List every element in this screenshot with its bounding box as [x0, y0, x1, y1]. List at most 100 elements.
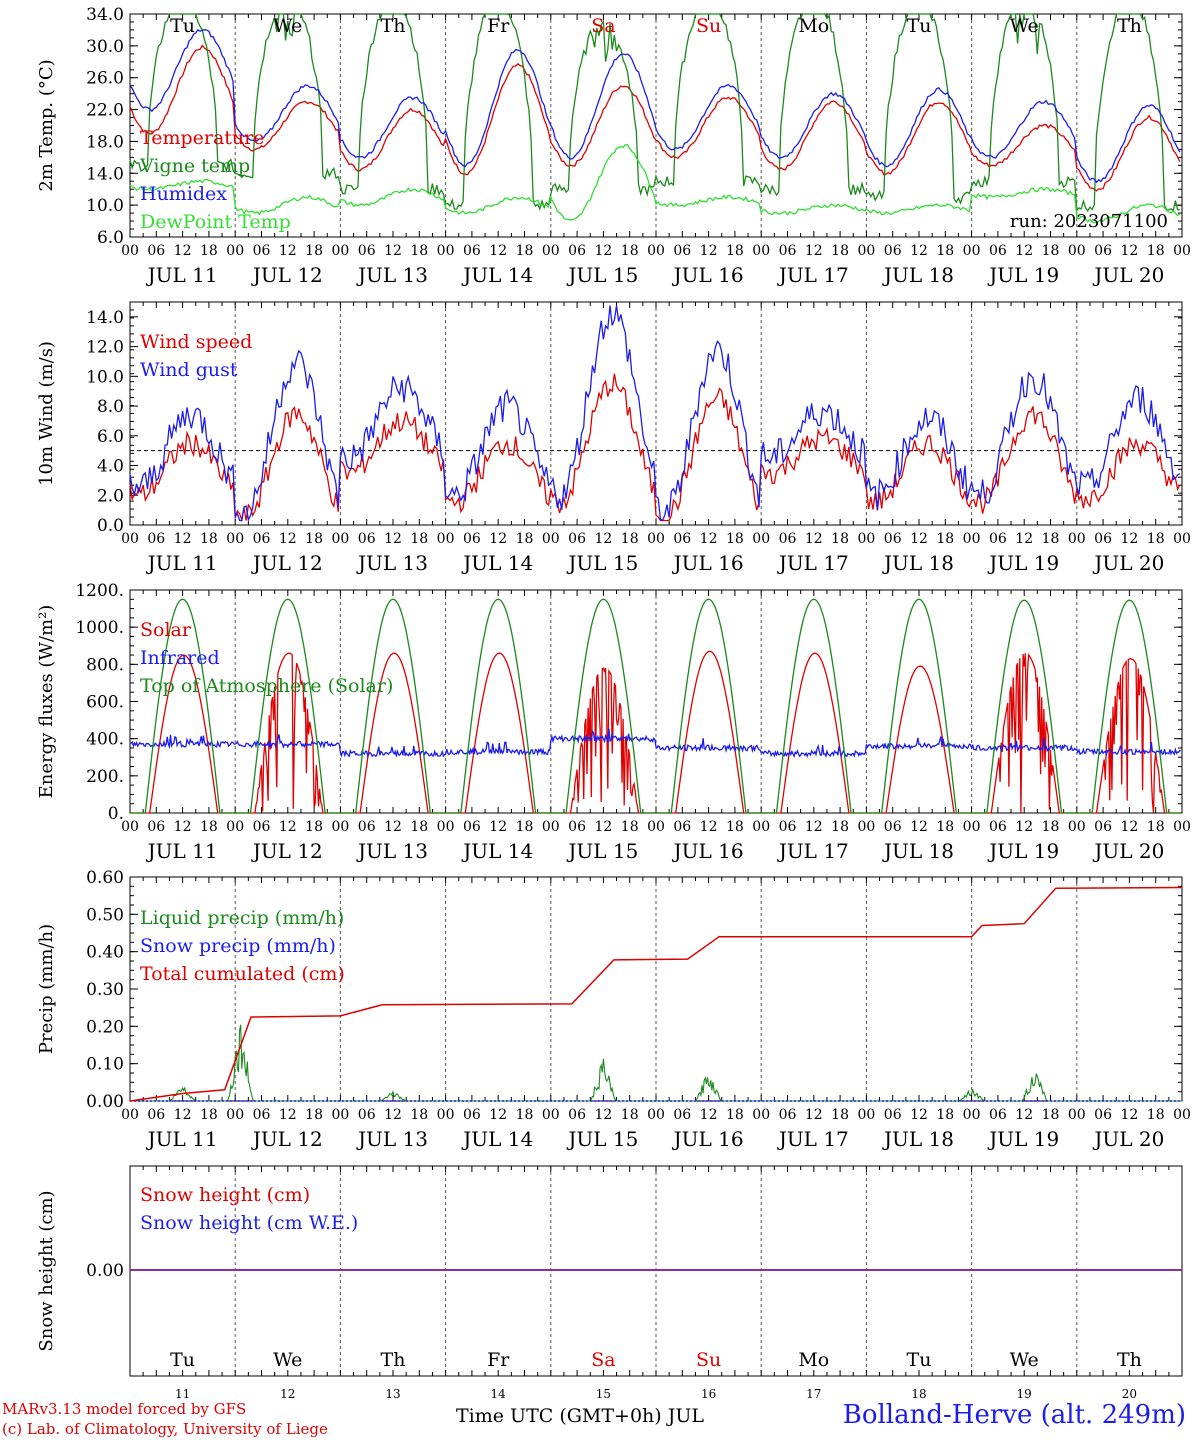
- hour-label: 12: [594, 819, 612, 835]
- hour-label: 00: [1173, 243, 1191, 259]
- hour-label: 06: [989, 819, 1007, 835]
- bottom-date: 19: [1017, 1387, 1032, 1401]
- date-label: JUL 14: [461, 551, 533, 575]
- date-label: JUL 16: [672, 263, 744, 287]
- hour-label: 18: [1042, 531, 1060, 547]
- hour-label: 12: [279, 819, 297, 835]
- hour-label: 06: [989, 1107, 1007, 1123]
- hour-label: 18: [726, 531, 744, 547]
- hour-label: 12: [1015, 1107, 1033, 1123]
- hour-label: 12: [594, 1107, 612, 1123]
- hour-label: 06: [568, 819, 586, 835]
- hour-label: 06: [884, 243, 902, 259]
- hour-label: 06: [989, 531, 1007, 547]
- hour-label: 12: [805, 243, 823, 259]
- hour-label: 00: [1173, 1107, 1191, 1123]
- series-red: [129, 44, 1181, 192]
- hour-label: 12: [1015, 243, 1033, 259]
- hour-label: 18: [200, 819, 218, 835]
- hour-label: 06: [358, 243, 376, 259]
- series-blue: [129, 728, 1182, 759]
- y-axis-label: 2m Temp. (°C): [36, 59, 57, 191]
- hour-label: 00: [857, 243, 875, 259]
- y-tick-label: 800.: [86, 655, 124, 675]
- hour-label: 18: [305, 819, 323, 835]
- hour-label: 00: [542, 243, 560, 259]
- legend-blue: Snow height (cm W.E.): [140, 1212, 358, 1234]
- hour-label: 18: [621, 819, 639, 835]
- hour-label: 18: [410, 1107, 428, 1123]
- y-tick-label: 26.0: [86, 69, 124, 89]
- hour-label: 00: [752, 1107, 770, 1123]
- hour-label: 18: [621, 531, 639, 547]
- date-label: JUL 12: [251, 551, 323, 575]
- hour-label: 18: [936, 1107, 954, 1123]
- hour-label: 18: [726, 243, 744, 259]
- hour-label: 06: [673, 243, 691, 259]
- day-name: Su: [696, 15, 721, 37]
- hour-label: 00: [1173, 531, 1191, 547]
- y-tick-label: 6.0: [97, 427, 124, 447]
- hour-label: 00: [963, 531, 981, 547]
- hour-label: 18: [305, 531, 323, 547]
- legend-green: Vigne temp: [139, 155, 250, 177]
- hour-label: 12: [910, 819, 928, 835]
- hour-label: 18: [726, 1107, 744, 1123]
- hour-label: 12: [279, 243, 297, 259]
- hour-label: 00: [121, 531, 139, 547]
- day-name: We: [1010, 15, 1039, 37]
- hour-label: 12: [384, 1107, 402, 1123]
- hour-label: 00: [121, 819, 139, 835]
- hour-label: 00: [226, 1107, 244, 1123]
- hour-label: 00: [542, 1107, 560, 1123]
- date-label: JUL 19: [987, 551, 1059, 575]
- date-label: JUL 13: [356, 1127, 428, 1151]
- bottom-date: 20: [1122, 1387, 1137, 1401]
- hour-label: 06: [1094, 1107, 1112, 1123]
- date-label: JUL 12: [251, 1127, 323, 1151]
- hour-label: 18: [621, 243, 639, 259]
- legend-green: Liquid precip (mm/h): [140, 907, 344, 929]
- y-axis-label: 10m Wind (m/s): [36, 341, 57, 486]
- hour-label: 18: [200, 531, 218, 547]
- y-tick-label: 10.0: [86, 367, 124, 387]
- hour-label: 12: [1120, 1107, 1138, 1123]
- day-name: Sa: [591, 15, 615, 37]
- hour-label: 06: [779, 819, 797, 835]
- legend-blue: Wind gust: [140, 359, 238, 381]
- legend-red: Snow height (cm): [140, 1184, 310, 1206]
- bottom-day-name: We: [1010, 1349, 1039, 1371]
- hour-label: 06: [989, 243, 1007, 259]
- hour-label: 12: [174, 1107, 192, 1123]
- date-label: JUL 15: [566, 263, 638, 287]
- y-tick-label: 200.: [86, 767, 124, 787]
- hour-label: 12: [174, 531, 192, 547]
- hour-label: 18: [936, 819, 954, 835]
- date-label: JUL 19: [987, 839, 1059, 863]
- series-blue: [129, 305, 1181, 523]
- y-tick-label: 0.40: [86, 943, 124, 963]
- hour-label: 06: [568, 531, 586, 547]
- y-tick-label: 0.00: [86, 1261, 124, 1281]
- hour-label: 12: [805, 1107, 823, 1123]
- bottom-date: 17: [806, 1387, 821, 1401]
- hour-label: 00: [647, 531, 665, 547]
- hour-label: 18: [1147, 531, 1165, 547]
- hour-label: 06: [147, 243, 165, 259]
- hour-label: 00: [857, 1107, 875, 1123]
- hour-label: 18: [200, 1107, 218, 1123]
- hour-label: 06: [568, 243, 586, 259]
- hour-label: 12: [805, 819, 823, 835]
- hour-label: 12: [910, 1107, 928, 1123]
- y-axis-label: Snow height (cm): [36, 1190, 57, 1351]
- hour-label: 06: [673, 531, 691, 547]
- date-label: JUL 18: [882, 551, 954, 575]
- y-tick-label: 0.50: [86, 905, 124, 925]
- hour-label: 00: [437, 1107, 455, 1123]
- hour-label: 00: [647, 243, 665, 259]
- date-label: JUL 17: [777, 551, 849, 575]
- hour-label: 00: [647, 819, 665, 835]
- day-name: Th: [1117, 15, 1142, 37]
- date-label: JUL 16: [672, 551, 744, 575]
- bottom-date: 11: [175, 1387, 190, 1401]
